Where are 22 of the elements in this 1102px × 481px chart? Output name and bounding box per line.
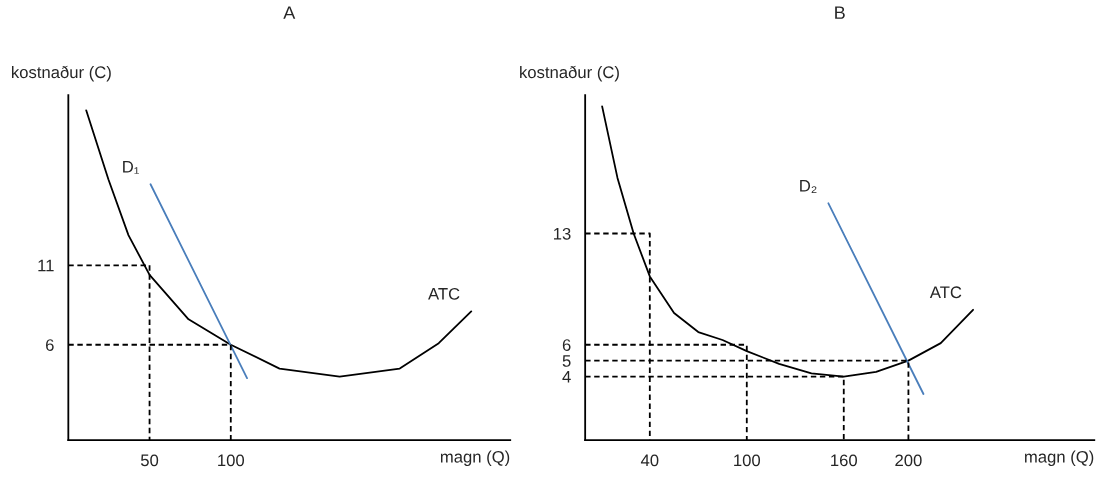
annotation: D₂: [800, 180, 817, 193]
y-tick-label: 13: [554, 227, 571, 240]
x-tick-label: 50: [140, 454, 159, 467]
y-tick-label: 6: [46, 339, 54, 351]
y-tick-label: 6: [562, 339, 571, 351]
y-tick-label: 5: [562, 355, 571, 367]
x-tick-label: 100: [734, 454, 761, 467]
y-axis-title: kostnaður (C): [12, 65, 111, 82]
x-tick-label: 100: [218, 454, 245, 467]
chart-title: A: [283, 6, 296, 19]
annotation: ATC: [428, 287, 460, 300]
x-tick-label: 40: [640, 454, 659, 467]
annotation: D₁: [123, 160, 139, 174]
annotation: ATC: [929, 286, 962, 299]
y-axis-title: kostnaður (C): [520, 65, 619, 82]
x-axis-title: magn (Q): [440, 450, 510, 466]
y-tick-label: 4: [562, 371, 571, 383]
x-tick-label: 200: [895, 454, 922, 467]
chart-title: B: [835, 6, 845, 19]
y-tick-label: 11: [38, 259, 54, 272]
x-tick-label: 160: [831, 454, 858, 467]
x-axis-title: magn (Q): [1025, 450, 1094, 466]
